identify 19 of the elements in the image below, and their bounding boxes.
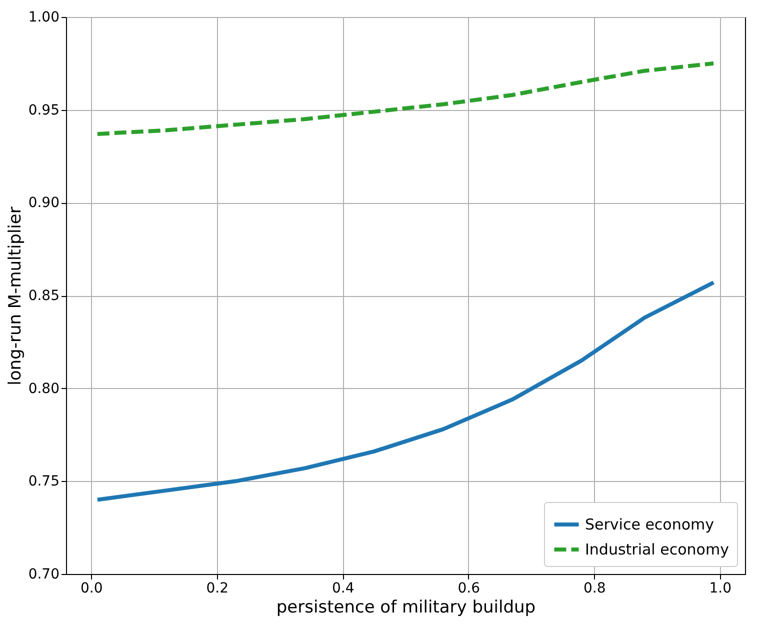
- line-series: [95, 280, 716, 502]
- legend-label: Industrial economy: [585, 540, 730, 558]
- y-tick-label: 0.75: [28, 474, 60, 490]
- x-tick-label: 0.4: [332, 580, 354, 596]
- y-tick-label: 0.80: [28, 380, 60, 397]
- legend-label: Service economy: [585, 516, 714, 534]
- y-axis-title: long-run M-multiplier: [5, 206, 26, 386]
- y-tick-label: 0.95: [28, 102, 60, 118]
- x-tick-label: 1.0: [709, 580, 732, 596]
- y-tick-label: 0.90: [28, 195, 60, 212]
- y-tick-label: 1.00: [28, 10, 60, 26]
- x-axis-title: persistence of military buildup: [276, 598, 536, 618]
- y-tick-label: 0.70: [28, 566, 60, 582]
- x-tick-label: 0.8: [583, 580, 606, 596]
- x-tick-label: 0.0: [80, 580, 103, 596]
- x-tick-label: 0.6: [458, 580, 480, 596]
- line-series: [95, 61, 716, 136]
- x-tick-label: 0.2: [206, 580, 229, 596]
- y-tick-label: 0.85: [28, 288, 60, 304]
